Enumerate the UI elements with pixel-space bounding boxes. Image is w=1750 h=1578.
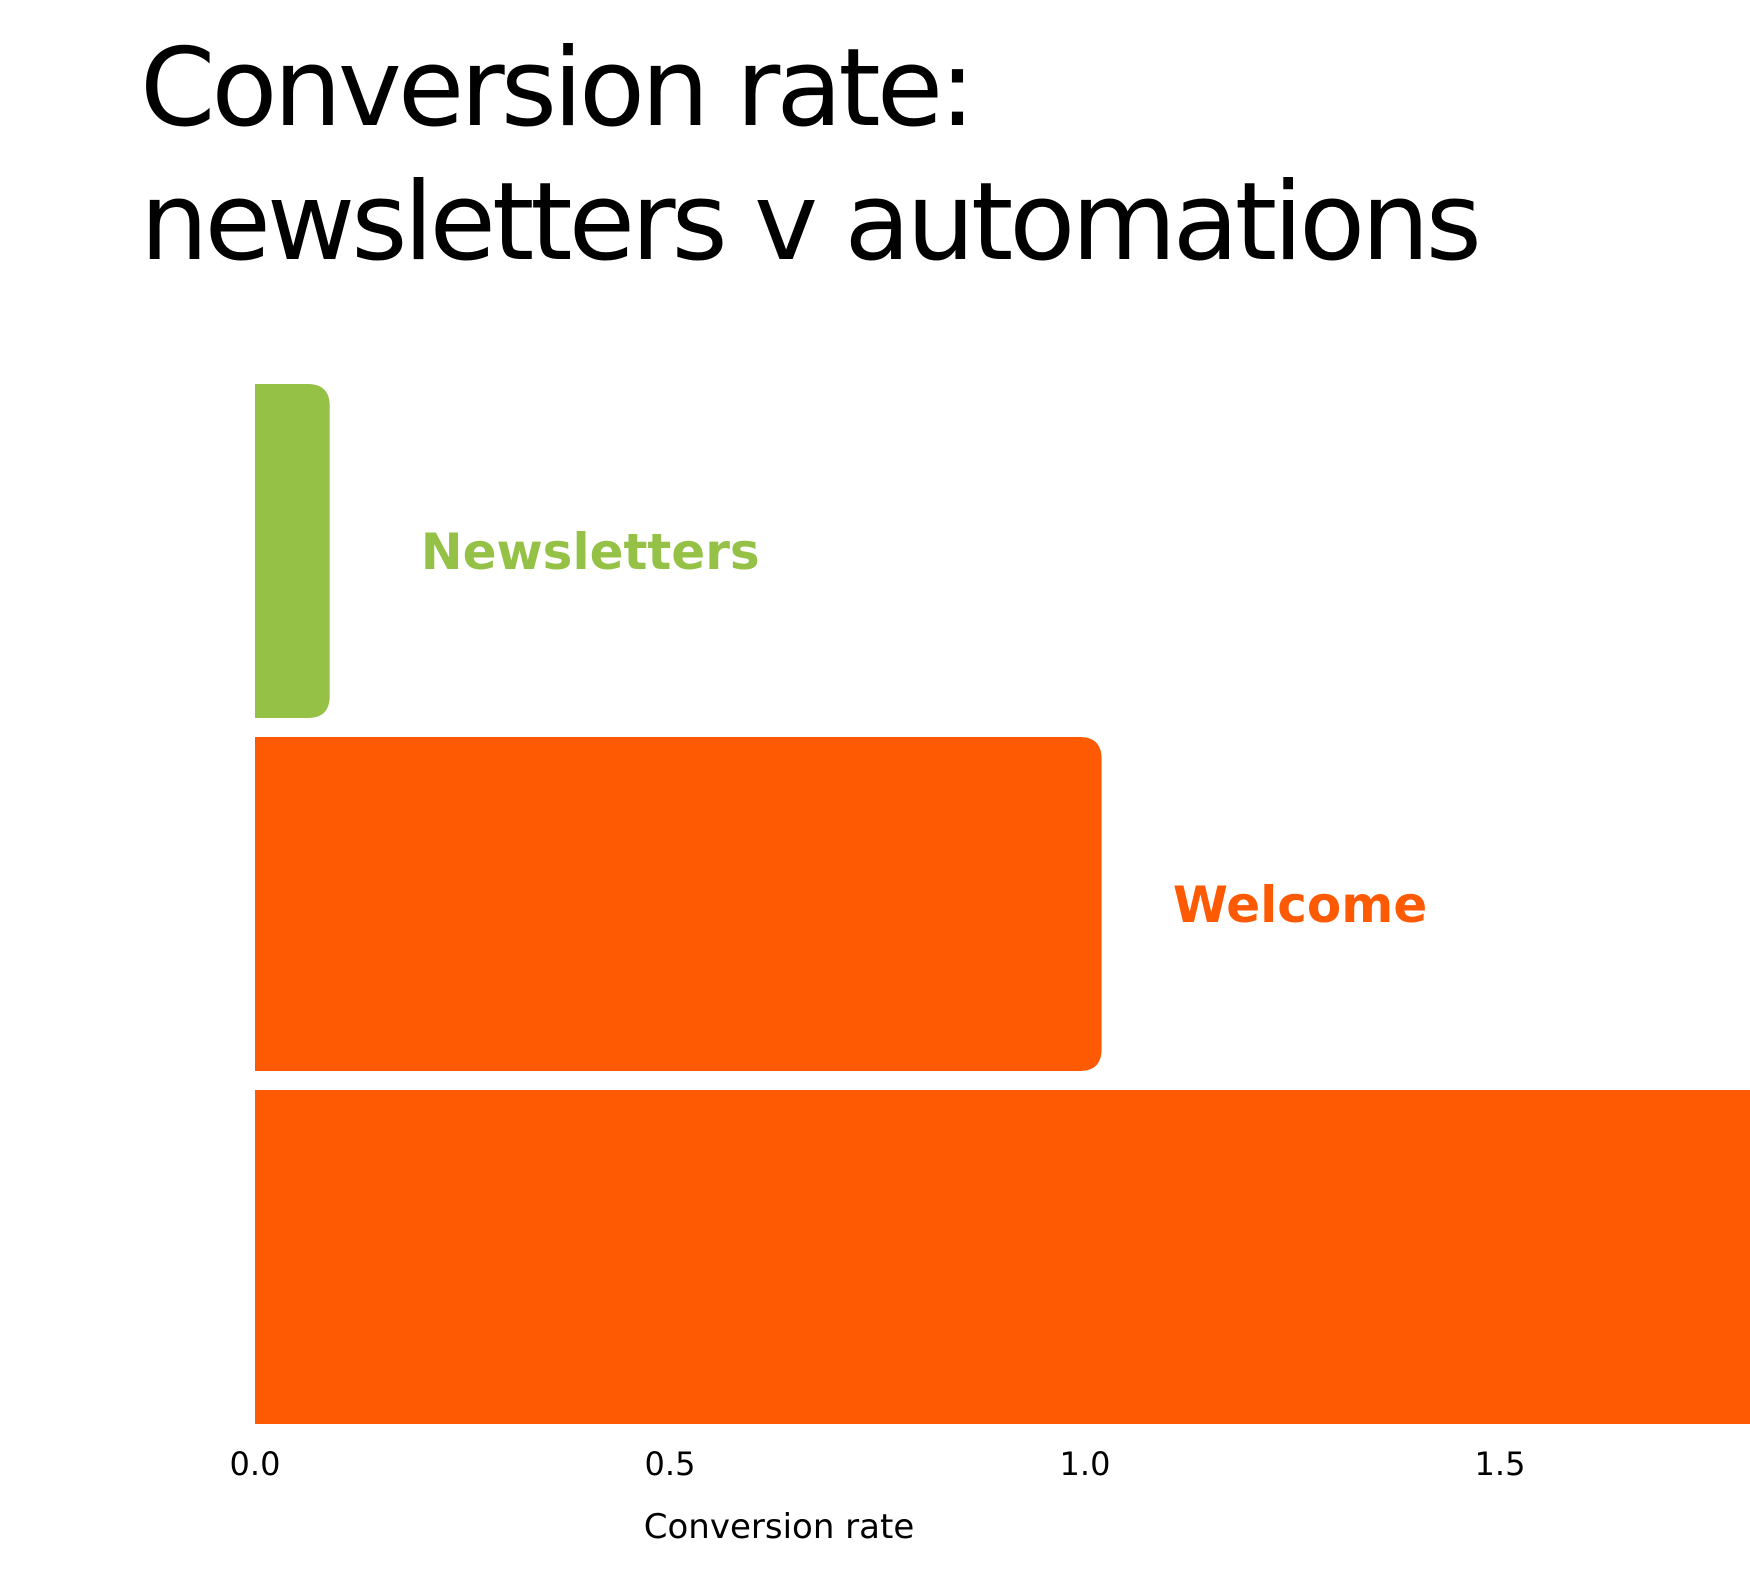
bars-layer: [255, 384, 1750, 1424]
bar-label-welcome: Welcome: [1173, 876, 1427, 934]
chart-title: Conversion rate: newsletters v automatio…: [140, 26, 1482, 285]
bar-welcome: [255, 737, 1102, 1071]
x-tick-label: 1.0: [1060, 1445, 1111, 1483]
x-axis-title: Conversion rate: [644, 1507, 915, 1547]
bar-abandoned-checkout: [255, 1090, 1750, 1424]
bar-label-newsletters: Newsletters: [421, 523, 760, 581]
bar-labels-layer: NewslettersWelcomeAbandonedcheckout: [421, 523, 1428, 934]
x-tick-label: 0.0: [230, 1445, 281, 1483]
x-axis-ticks: 0.00.51.01.52.02.5: [230, 1445, 1526, 1483]
bar-newsletters: [255, 384, 330, 718]
x-tick-label: 1.5: [1475, 1445, 1526, 1483]
x-tick-label: 0.5: [645, 1445, 696, 1483]
